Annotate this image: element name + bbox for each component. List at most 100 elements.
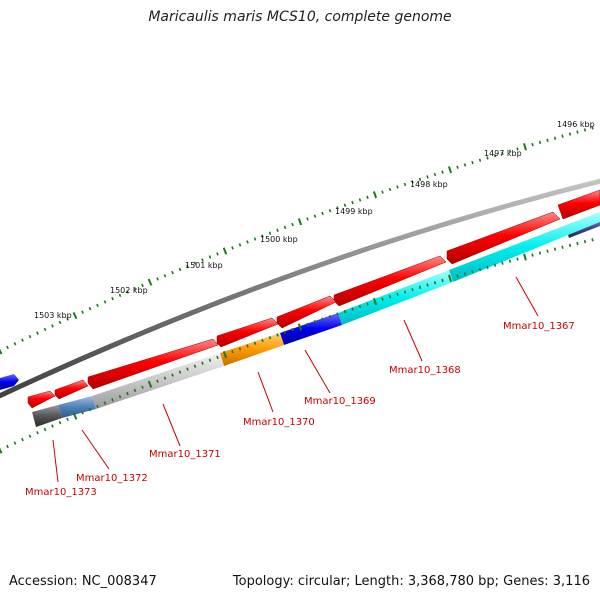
scale-tick-minor [231,350,234,354]
scale-tick-major [222,247,228,255]
scale-labels: 1496 kbp 1497 kbp 1498 kbp 1499 kbp 1500… [34,120,595,320]
scale-label-1500: 1500 kbp [260,235,298,244]
scale-tick-minor [366,195,369,199]
scale-tick-minor [433,281,437,285]
scale-tick-major [372,191,378,199]
gene-label-mmar10-1369[interactable]: Mmar10_1369 [304,396,376,407]
scale-tick-minor [21,338,24,342]
scale-tick-minor [411,180,414,184]
gene-arrow-forward[interactable] [87,338,219,390]
scale-tick-minor [471,160,474,165]
scale-tick-minor [418,177,422,182]
scale-tick-major [297,218,303,226]
scale-tick-major [297,323,303,331]
gene-segment-cyan[interactable] [338,270,453,325]
gene-label-mmar10-1371[interactable]: Mmar10_1371 [149,449,221,460]
scale-tick-minor [321,317,324,321]
scale-tick-minor [486,156,489,160]
scale-ring [0,126,594,355]
scale-label-1501: 1501 kbp [185,261,223,270]
scale-tick-major [147,380,153,388]
scale-tick-minor [306,322,309,327]
scale-tick-minor [103,300,107,304]
scale-tick-minor [306,217,309,221]
scale-tick-minor [493,263,497,267]
scale-tick-minor [336,312,339,316]
scale-tick-major [448,274,452,282]
scale-tick-minor [388,295,392,299]
gene-segment-blue[interactable] [280,313,342,345]
scale-tick-minor [313,214,317,218]
scale-tick-minor [21,437,24,442]
scale-tick-minor [268,231,272,235]
scale-tick-minor [283,330,287,335]
gene-arrow-forward[interactable] [54,379,89,400]
scale-tick-minor [13,441,17,445]
scale-tick-minor [193,364,197,368]
scale-tick-minor [531,142,534,147]
scale-label-1499: 1499 kbp [335,207,373,216]
scale-tick-minor [276,333,279,337]
scale-tick-minor [561,245,564,249]
scale-tick-major [447,166,453,174]
gene-arrow-forward[interactable] [276,295,337,329]
scale-tick-minor [261,338,264,343]
scale-tick-minor [351,307,354,311]
gene-arrow-blue-partial[interactable] [0,374,19,390]
scale-tick-major [0,348,3,355]
scale-tick-minor [141,283,144,288]
scale-tick-minor [163,376,167,380]
scale-tick-minor [366,302,369,306]
gene-segment-steel-blue[interactable] [58,396,96,418]
scale-tick-minor [261,234,264,238]
genome-stats-text: Topology: circular; Length: 3,368,780 bp… [232,574,590,589]
scale-tick-minor [81,411,84,415]
gene-segment-orange[interactable] [220,333,284,366]
accession-text: Accession: NC_008347 [9,574,157,589]
scale-tick-minor [28,434,32,438]
scale-tick-minor [418,285,422,290]
scale-tick-minor [478,158,482,162]
gene-arrow-forward[interactable] [27,390,56,409]
gene-arrow-forward[interactable] [446,211,561,265]
scale-tick-minor [561,134,564,138]
scale-tick-minor [456,274,459,278]
scale-tick-minor [118,293,122,298]
gene-arrow-forward[interactable] [216,317,279,348]
scale-tick-minor [268,336,272,340]
scale-tick-minor [358,198,362,202]
scale-tick-minor [6,345,9,350]
gene-segment-dark-gray[interactable] [32,405,62,427]
scale-tick-minor [411,287,414,292]
scale-tick-minor [441,278,444,283]
scale-tick-minor [111,398,114,402]
scale-tick-minor [43,327,47,332]
scale-tick-minor [546,138,549,143]
scale-tick-minor [501,261,504,265]
scale-tick-minor [381,190,384,194]
scale-tick-minor [208,358,212,362]
scale-tick-minor [478,267,482,272]
gene-label-mmar10-1368[interactable]: Mmar10_1368 [389,365,461,376]
gene-label-mmar10-1372[interactable]: Mmar10_1372 [76,473,148,484]
scale-tick-minor [508,259,512,263]
scale-tick-minor [208,255,212,259]
scale-label-1503: 1503 kbp [34,311,72,320]
scale-label-1502: 1502 kbp [110,286,148,295]
scale-tick-minor [231,246,234,250]
scale-tick-minor [81,310,84,314]
gene-label-mmar10-1370[interactable]: Mmar10_1370 [243,417,315,428]
label-leaders [52,276,539,483]
gene-arrow-forward[interactable] [557,189,600,220]
scale-tick-minor [103,401,107,405]
gene-label-mmar10-1373[interactable]: Mmar10_1373 [25,487,97,498]
scale-tick-minor [253,237,257,241]
gene-label-mmar10-1367[interactable]: Mmar10_1367 [503,321,575,332]
scale-tick-minor [66,317,69,321]
scale-tick-major [523,253,527,261]
scale-tick-minor [381,297,384,301]
scale-tick-minor [576,241,579,246]
gene-segment-cyan[interactable] [449,212,600,282]
scale-tick-minor [456,165,459,169]
scale-tick-minor [328,209,332,213]
